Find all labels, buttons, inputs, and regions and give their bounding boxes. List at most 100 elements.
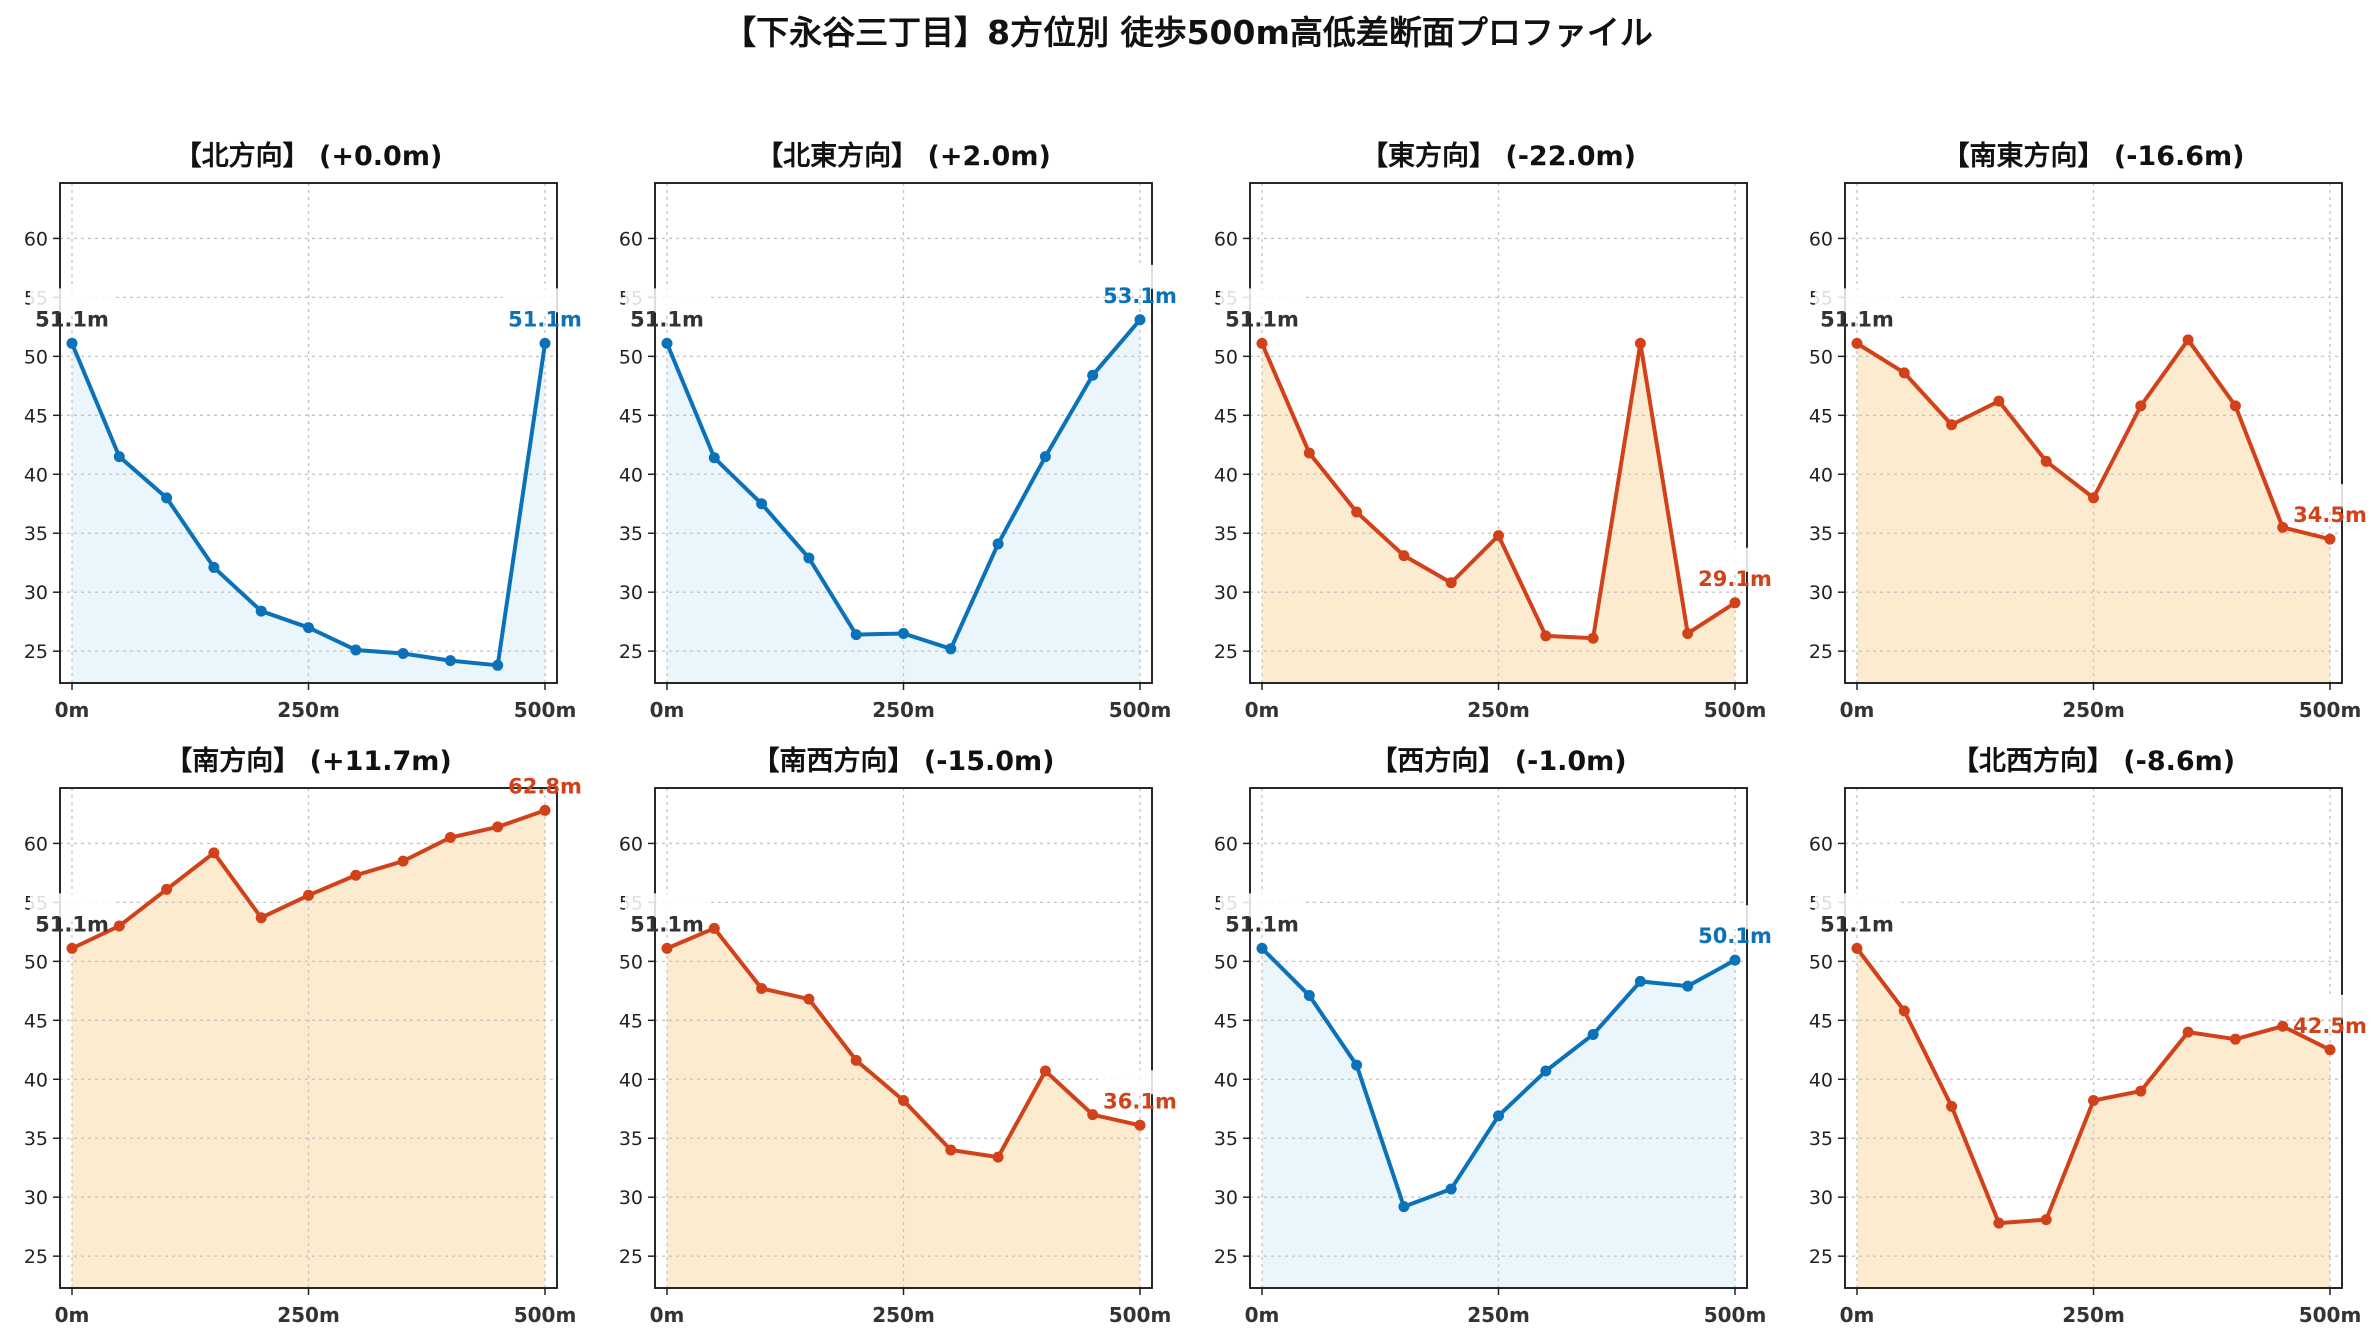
start-label: 51.1m [1820, 912, 1894, 936]
x-tick-label: 500m [514, 698, 577, 722]
panel-6: 【南西方向】 (-15.0m)25303540455055600m250m500… [619, 745, 1182, 1327]
y-tick-label: 25 [24, 641, 48, 663]
data-point [1134, 314, 1146, 326]
y-tick-label: 35 [1809, 523, 1833, 545]
y-tick-label: 35 [619, 523, 643, 545]
y-tick-label: 30 [24, 582, 48, 604]
data-point [1134, 1119, 1146, 1131]
data-point [1898, 367, 1910, 379]
x-tick-label: 0m [1245, 698, 1280, 722]
data-point [350, 644, 362, 656]
end-label: 34.5m [2293, 503, 2367, 527]
y-tick-label: 45 [1214, 405, 1238, 427]
data-point [2135, 400, 2147, 412]
x-tick-label: 250m [2062, 698, 2125, 722]
y-tick-label: 50 [1809, 346, 1833, 368]
end-label-bg [503, 288, 587, 313]
data-point [2182, 1026, 2194, 1038]
data-point [945, 1144, 957, 1156]
y-tick-label: 50 [1214, 951, 1238, 973]
y-tick-label: 60 [1214, 228, 1238, 250]
end-label: 51.1m [508, 307, 582, 331]
panel-title: 【西方向】 (-1.0m) [1370, 745, 1626, 777]
y-tick-label: 50 [1214, 346, 1238, 368]
data-point [1634, 337, 1646, 349]
data-point [1039, 451, 1051, 463]
y-tick-label: 30 [1809, 1187, 1833, 1209]
data-point [1682, 980, 1694, 992]
x-tick-label: 0m [1840, 1303, 1875, 1327]
data-point [161, 492, 173, 504]
start-label: 51.1m [630, 307, 704, 331]
y-tick-label: 30 [24, 1187, 48, 1209]
x-tick-label: 250m [2062, 1303, 2125, 1327]
data-point [756, 982, 768, 994]
x-tick-label: 500m [514, 1303, 577, 1327]
end-label-bg [1098, 1070, 1182, 1095]
data-point [661, 337, 673, 349]
x-tick-label: 250m [277, 698, 340, 722]
data-point [2135, 1085, 2147, 1097]
y-tick-label: 40 [24, 1069, 48, 1091]
start-label: 51.1m [630, 912, 704, 936]
data-point [1946, 419, 1958, 431]
axes-frame [59, 787, 558, 1289]
data-point [1256, 942, 1268, 954]
data-point [492, 659, 504, 671]
data-point [1540, 1065, 1552, 1077]
data-point [898, 627, 909, 639]
panel-4: 【南東方向】 (-16.6m)25303540455055600m250m500… [1809, 140, 2372, 722]
start-label: 51.1m [1225, 307, 1299, 331]
end-label: 50.1m [1698, 924, 1772, 948]
data-point [2229, 1033, 2241, 1045]
data-point [2324, 1044, 2336, 1056]
data-point [444, 832, 456, 844]
data-point [1087, 1109, 1099, 1121]
axes-frame [1249, 787, 1748, 1289]
data-point [1398, 1201, 1410, 1213]
y-tick-label: 35 [619, 1128, 643, 1150]
y-tick-label: 60 [619, 833, 643, 855]
y-tick-label: 60 [24, 228, 48, 250]
y-tick-label: 45 [619, 1010, 643, 1032]
y-tick-label: 35 [1214, 523, 1238, 545]
start-label: 51.1m [1820, 307, 1894, 331]
x-tick-label: 250m [1467, 698, 1530, 722]
panel-title: 【北方向】 (+0.0m) [175, 140, 443, 172]
x-tick-label: 500m [2299, 698, 2362, 722]
data-point [1587, 1028, 1599, 1040]
end-label-bg [1098, 264, 1182, 289]
y-tick-label: 40 [24, 464, 48, 486]
panel-2: 【北東方向】 (+2.0m)25303540455055600m250m500m… [619, 140, 1182, 722]
data-point [1993, 395, 2005, 407]
y-tick-label: 35 [24, 523, 48, 545]
data-point [303, 622, 314, 634]
data-point [2040, 1214, 2052, 1226]
data-point [1634, 975, 1646, 987]
start-label-bg [625, 893, 709, 918]
data-point [255, 912, 267, 924]
data-point [898, 1095, 909, 1106]
y-tick-label: 45 [24, 405, 48, 427]
data-point [1351, 1059, 1363, 1071]
x-tick-label: 0m [650, 1303, 685, 1327]
area-fill [1262, 343, 1735, 683]
data-point [2040, 455, 2052, 467]
x-tick-label: 250m [1467, 1303, 1530, 1327]
y-tick-label: 40 [619, 1069, 643, 1091]
axes-frame [1249, 182, 1748, 684]
data-point [850, 629, 862, 641]
data-point [2088, 492, 2099, 504]
y-tick-label: 45 [1809, 1010, 1833, 1032]
x-tick-label: 500m [1704, 698, 1767, 722]
data-point [2277, 521, 2289, 533]
start-label-bg [625, 288, 709, 313]
data-point [945, 643, 957, 655]
panel-7: 【西方向】 (-1.0m)25303540455055600m250m500m5… [1214, 745, 1777, 1327]
y-tick-label: 40 [1809, 464, 1833, 486]
y-tick-label: 45 [619, 405, 643, 427]
start-label: 51.1m [35, 912, 109, 936]
y-tick-label: 40 [1809, 1069, 1833, 1091]
end-label: 62.8m [508, 774, 582, 798]
